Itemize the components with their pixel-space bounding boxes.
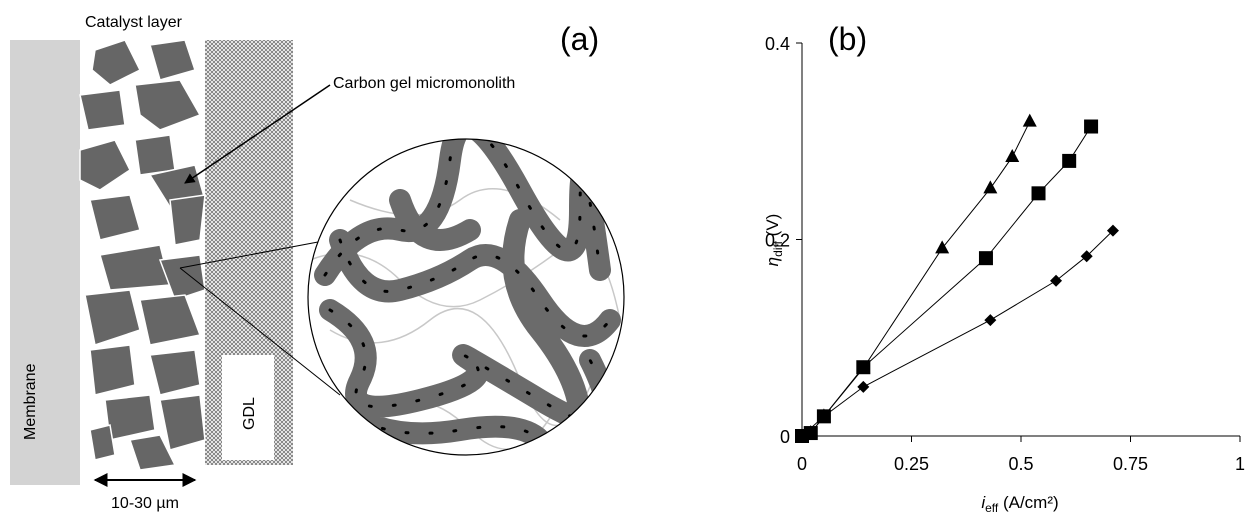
- marker-square: [1062, 154, 1076, 168]
- thickness-label: 10-30 µm: [111, 495, 179, 512]
- x-tick-label: 0: [797, 454, 807, 474]
- marker-square: [856, 360, 870, 374]
- x-axis-label: ieff (A/cm²): [981, 493, 1058, 515]
- marker-diamond: [984, 314, 996, 326]
- series-line: [802, 231, 1113, 436]
- micromonolith-label: Carbon gel micromonolith: [333, 75, 515, 92]
- series-line: [802, 127, 1091, 436]
- gdl-label: GDL: [241, 397, 258, 430]
- panel-a: Catalyst layer Carbon gel micromonolith …: [10, 14, 624, 512]
- membrane-label: Membrane: [22, 363, 39, 440]
- marker-square: [979, 251, 993, 265]
- y-label-main: η: [763, 257, 782, 266]
- x-tick-label: 0.5: [1008, 454, 1033, 474]
- marker-triangle: [983, 180, 997, 193]
- marker-triangle: [1023, 114, 1037, 127]
- catalyst-particles: [80, 40, 205, 470]
- x-tick-label: 0.75: [1113, 454, 1148, 474]
- micromonolith-detail: [310, 126, 620, 449]
- catalyst-label: Catalyst layer: [85, 14, 183, 31]
- marker-diamond: [1050, 275, 1062, 287]
- marker-diamond: [857, 381, 869, 393]
- marker-square: [1084, 120, 1098, 134]
- y-tick-label: 0.2: [765, 231, 790, 251]
- marker-triangle: [1005, 149, 1019, 162]
- membrane: [10, 40, 80, 485]
- series-line: [802, 122, 1030, 436]
- marker-square: [1032, 186, 1046, 200]
- panel-label: (a): [560, 21, 599, 57]
- y-tick-label: 0.4: [765, 34, 790, 54]
- figure: Catalyst layer Carbon gel micromonolith …: [0, 0, 1249, 516]
- y-tick-label: 0: [780, 427, 790, 447]
- panel-label: (b): [828, 21, 867, 57]
- x-tick-label: 1: [1235, 454, 1245, 474]
- x-label-sub: eff: [985, 501, 999, 515]
- x-tick-label: 0.25: [894, 454, 929, 474]
- x-label-unit: (A/cm²): [998, 493, 1058, 512]
